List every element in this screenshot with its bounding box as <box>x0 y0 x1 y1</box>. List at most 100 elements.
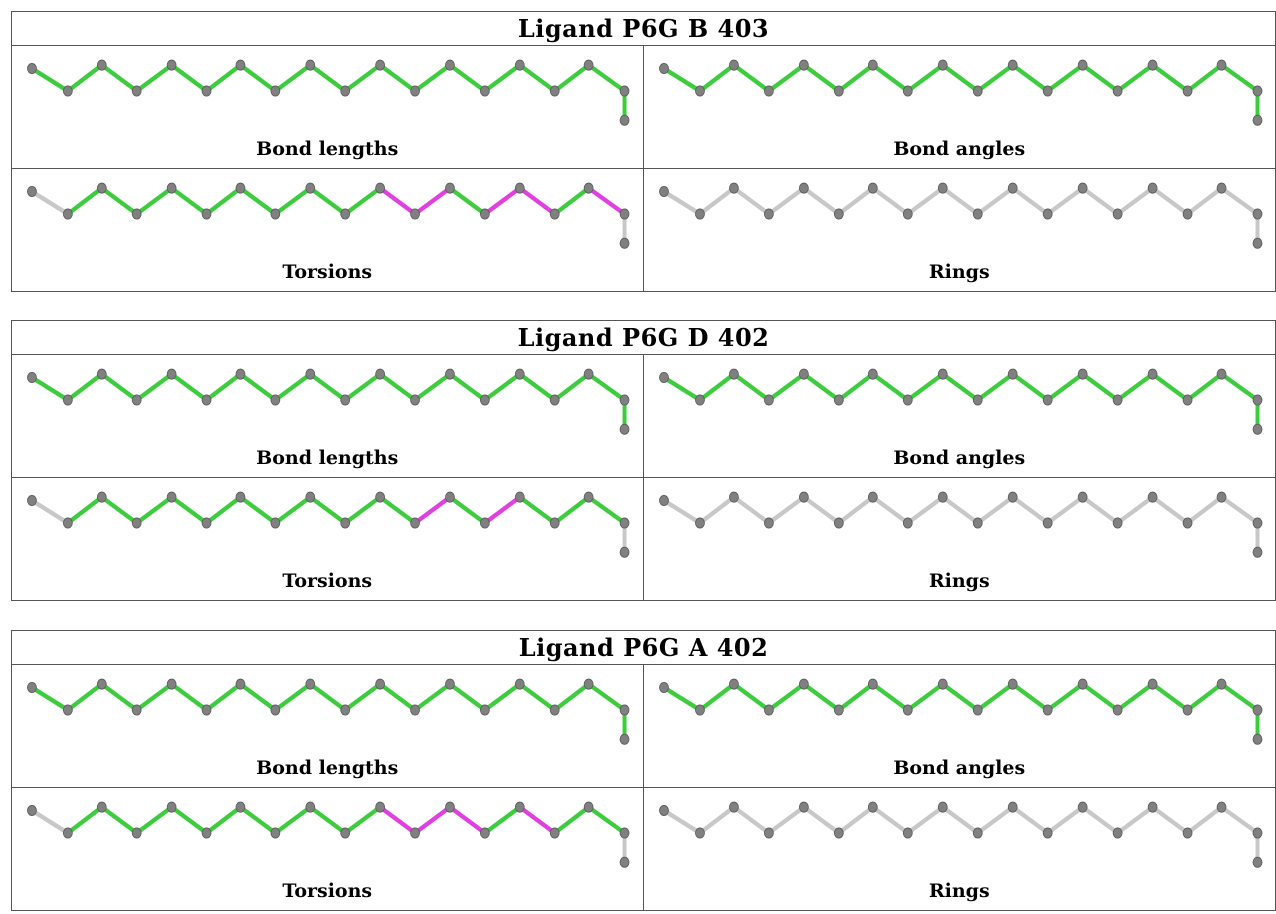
bond <box>1185 681 1224 713</box>
atom <box>972 704 983 716</box>
bond <box>343 681 383 713</box>
atom <box>305 182 316 194</box>
bond <box>731 681 771 713</box>
bond <box>99 681 139 713</box>
bond <box>308 681 348 713</box>
atom <box>1182 517 1192 529</box>
bond <box>134 62 174 94</box>
ligand-table: Ligand P6G B 403 Bond lengths Bond angle… <box>11 11 1276 292</box>
atom <box>410 208 420 220</box>
bond <box>447 371 487 403</box>
bond <box>238 804 278 836</box>
molecule-diagram <box>27 491 630 558</box>
bond <box>1080 804 1120 836</box>
bond <box>870 371 910 403</box>
atom <box>937 678 948 690</box>
atom <box>62 517 73 529</box>
atom <box>1112 704 1123 716</box>
bond <box>99 185 139 217</box>
panel-label: Bond lengths <box>256 447 399 469</box>
atom <box>375 491 386 503</box>
atom <box>549 704 560 716</box>
bond <box>552 494 591 526</box>
atom <box>1147 678 1157 690</box>
atom <box>410 85 420 97</box>
atom <box>1042 704 1053 716</box>
ligand-title: Ligand P6G A 402 <box>12 631 1275 665</box>
atom <box>1077 801 1088 813</box>
atom <box>728 801 739 813</box>
bond <box>238 494 278 526</box>
atom <box>583 59 594 71</box>
bond <box>1115 681 1155 713</box>
bond <box>65 494 104 526</box>
atom <box>270 394 281 406</box>
torsions-panel: Torsions <box>12 169 644 291</box>
atom <box>549 517 560 529</box>
bond <box>238 62 278 94</box>
bond <box>1115 62 1155 94</box>
atom <box>728 368 739 380</box>
atom <box>728 59 739 71</box>
atom <box>694 85 705 97</box>
atom <box>340 85 351 97</box>
panel-label: Bond angles <box>893 757 1026 779</box>
bond-lengths-panel: Bond lengths <box>12 355 644 477</box>
bond <box>413 371 452 403</box>
atom <box>1147 491 1157 503</box>
molecule-diagram <box>27 368 630 435</box>
atom <box>1252 208 1262 220</box>
bond <box>482 371 522 403</box>
atom <box>902 704 913 716</box>
bond <box>766 371 806 403</box>
bond <box>273 494 313 526</box>
atom <box>131 827 142 839</box>
bond <box>975 185 1015 217</box>
bond <box>661 189 702 217</box>
bond <box>169 804 209 836</box>
bond <box>308 371 348 403</box>
atom <box>479 394 490 406</box>
panel-label: Torsions <box>282 570 373 592</box>
bond <box>552 185 591 217</box>
bond <box>29 375 70 403</box>
bond <box>975 371 1015 403</box>
bond <box>1045 62 1085 94</box>
atom <box>833 394 844 406</box>
molecule-diagram <box>27 801 630 868</box>
bond <box>975 681 1015 713</box>
atom <box>619 704 630 716</box>
bond <box>308 494 348 526</box>
bond <box>134 804 174 836</box>
atom <box>619 827 630 839</box>
atom <box>902 517 913 529</box>
bond <box>517 804 557 836</box>
ligand-title: Ligand P6G D 402 <box>12 321 1275 355</box>
atom <box>166 59 177 71</box>
bond <box>1115 371 1155 403</box>
atom <box>833 85 844 97</box>
atom <box>798 368 809 380</box>
atom <box>410 704 420 716</box>
bond <box>697 185 736 217</box>
bond <box>447 681 487 713</box>
bond <box>586 62 627 94</box>
panel-label: Bond lengths <box>256 138 399 160</box>
bond <box>134 185 174 217</box>
atom <box>1077 59 1088 71</box>
atom <box>305 801 316 813</box>
bond <box>99 371 139 403</box>
bond <box>870 681 910 713</box>
atom <box>619 856 630 868</box>
atom <box>763 394 774 406</box>
atom <box>235 59 246 71</box>
atom <box>1007 368 1018 380</box>
atom <box>1252 827 1262 839</box>
bond <box>204 185 243 217</box>
bond <box>586 804 627 836</box>
bond <box>517 371 557 403</box>
atom <box>305 491 316 503</box>
atom <box>96 678 107 690</box>
bond <box>1219 185 1260 217</box>
atom <box>867 59 878 71</box>
